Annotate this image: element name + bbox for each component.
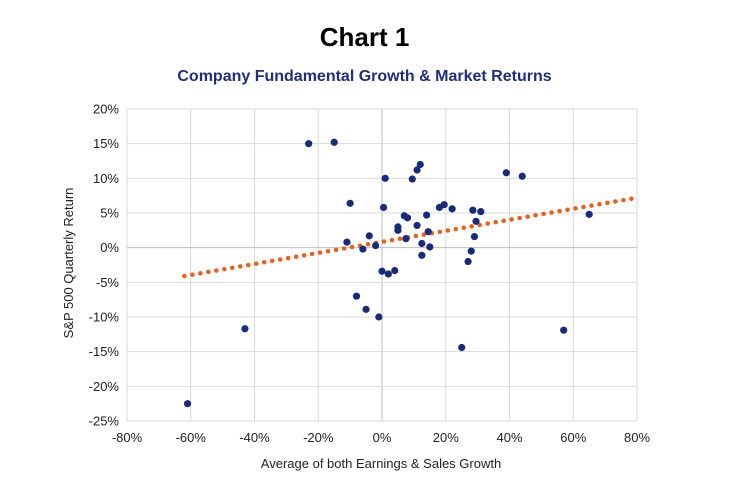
data-point	[402, 235, 410, 243]
y-axis-label: S&P 500 Quarterly Return	[61, 188, 76, 339]
data-point	[365, 232, 373, 240]
y-tick-label: 20%	[93, 102, 119, 117]
data-point	[470, 232, 479, 241]
data-point	[330, 138, 338, 146]
data-point	[359, 245, 367, 253]
data-point	[305, 140, 313, 148]
data-point	[372, 241, 380, 250]
data-point	[560, 326, 568, 334]
data-point	[426, 243, 434, 251]
data-point	[448, 205, 456, 213]
trendline	[182, 195, 640, 279]
y-tick-label: -25%	[89, 414, 120, 429]
data-point	[464, 257, 472, 266]
data-point	[502, 169, 510, 177]
data-point	[467, 247, 475, 255]
x-tick-label: 0%	[373, 430, 392, 445]
chart-subtitle: Company Fundamental Growth & Market Retu…	[177, 68, 552, 85]
data-point	[343, 238, 351, 246]
data-point	[362, 305, 370, 313]
y-tick-label: -10%	[89, 310, 120, 325]
x-tick-label: -40%	[239, 430, 270, 445]
data-point	[413, 166, 421, 174]
data-point	[423, 211, 431, 219]
y-tick-labels: 20% 15% 10% 5% 0% -5% -10% -15% -20% -25%	[89, 102, 120, 429]
x-tick-labels: -80% -60% -40% -20% 0% 20% 40% 60% 80%	[112, 430, 651, 445]
data-point	[384, 270, 392, 278]
data-point	[469, 206, 477, 214]
data-point	[241, 325, 249, 333]
trendline-layer	[182, 195, 640, 279]
y-tick-label: 10%	[93, 171, 119, 186]
data-point	[440, 201, 448, 209]
y-tick-label: -5%	[96, 275, 120, 290]
data-point	[472, 217, 480, 225]
data-point	[413, 221, 421, 230]
x-tick-label: -60%	[176, 430, 207, 445]
data-point	[352, 292, 361, 300]
data-point	[518, 172, 526, 180]
y-tick-label: 15%	[93, 136, 119, 151]
data-point	[379, 203, 388, 212]
x-tick-label: 60%	[560, 430, 586, 445]
x-tick-label: 80%	[624, 430, 650, 445]
y-tick-label: -20%	[89, 379, 120, 394]
x-tick-label: 40%	[496, 430, 522, 445]
chart-title: Chart 1	[319, 22, 410, 52]
data-point	[375, 313, 383, 321]
data-point	[381, 174, 389, 182]
data-point	[458, 343, 466, 352]
data-point	[346, 199, 354, 207]
data-point	[394, 223, 402, 231]
data-point	[418, 251, 426, 259]
data-point	[418, 239, 426, 248]
y-tick-label: 5%	[100, 206, 119, 221]
data-point	[391, 266, 399, 275]
data-point	[403, 214, 412, 222]
data-point	[408, 175, 416, 183]
data-point	[183, 400, 192, 408]
y-tick-label: -15%	[89, 344, 120, 359]
data-point	[585, 210, 593, 218]
x-tick-label: 20%	[433, 430, 459, 445]
x-tick-label: -80%	[112, 430, 143, 445]
x-axis-label: Average of both Earnings & Sales Growth	[261, 456, 501, 471]
x-tick-label: -20%	[303, 430, 334, 445]
y-tick-label: 0%	[100, 240, 119, 255]
data-point	[416, 160, 424, 169]
data-point	[424, 228, 432, 236]
data-points	[183, 138, 593, 408]
data-point	[378, 267, 386, 275]
grid-layer	[126, 108, 638, 422]
data-point	[477, 208, 485, 216]
